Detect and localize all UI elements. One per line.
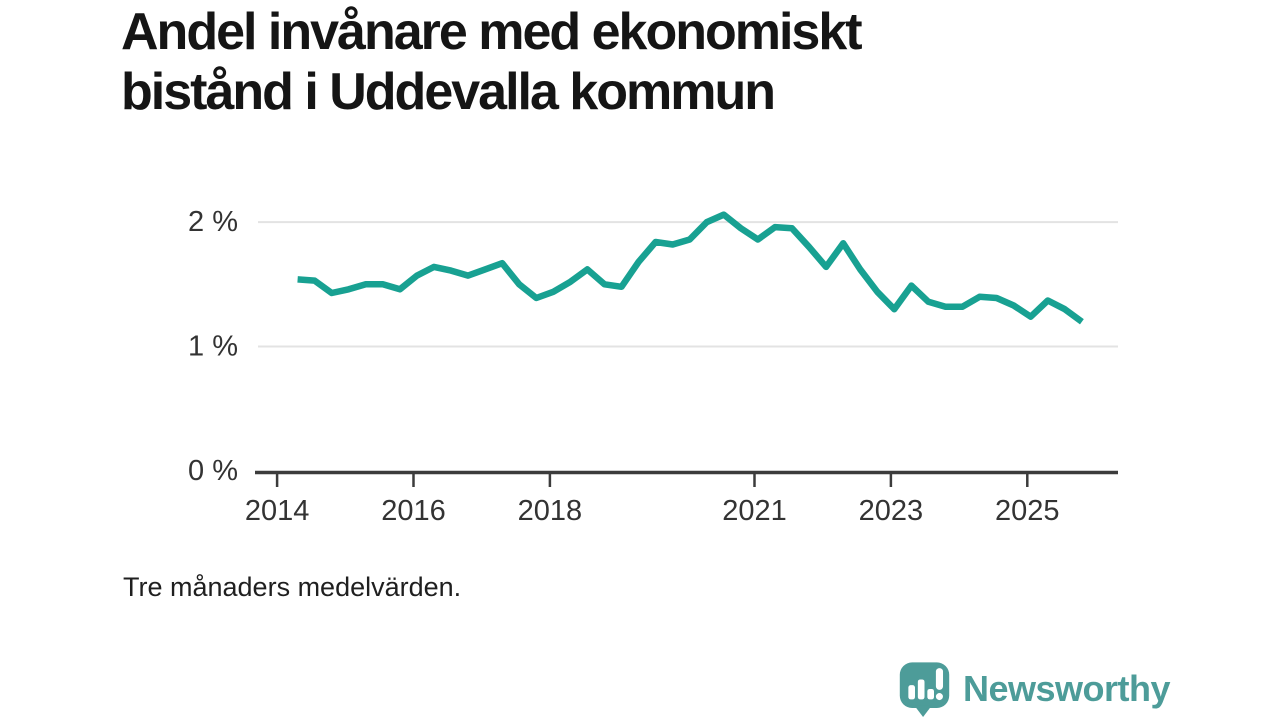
- x-tick-label: 2025: [995, 495, 1060, 527]
- newsworthy-logo: Newsworthy: [896, 659, 1171, 718]
- y-tick-label: 1 %: [188, 331, 238, 363]
- data-series-line: [297, 211, 1084, 325]
- x-tick-label: 2016: [381, 495, 446, 527]
- chart-title: Andel invånare med ekonomiskt bistånd i …: [121, 3, 863, 122]
- newsworthy-wordmark: Newsworthy: [963, 668, 1171, 709]
- x-tick-label: 2018: [518, 495, 583, 527]
- x-tick-label: 2021: [722, 495, 787, 527]
- y-tick-label: 2 %: [188, 206, 238, 238]
- newsworthy-icon: [899, 662, 950, 717]
- x-tick-label: 2023: [859, 495, 924, 527]
- x-tick-label: 2014: [245, 495, 310, 527]
- y-tick-label: 0 %: [188, 455, 238, 487]
- icon-bar-chart-exclamation: [908, 668, 944, 701]
- chart-caption: Tre månaders medelvärden.: [123, 572, 462, 602]
